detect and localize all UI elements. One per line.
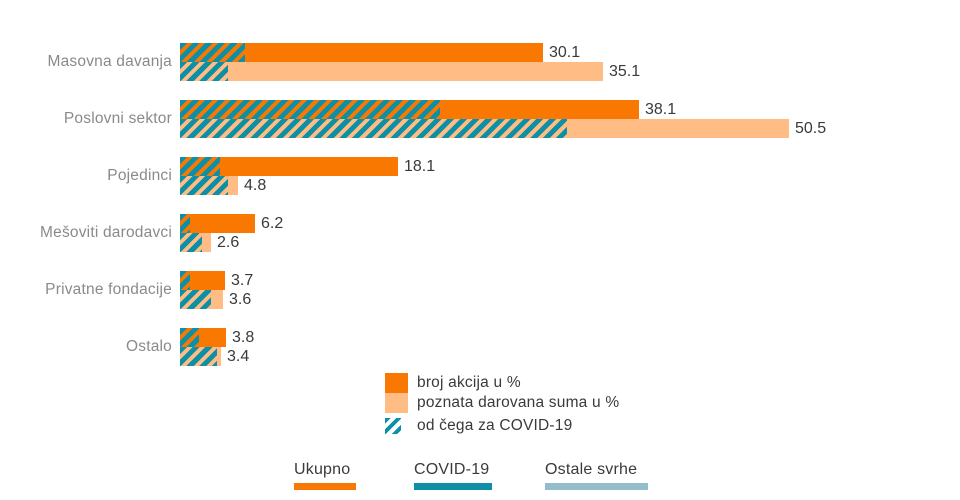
footer-legend-ostale-svrhe-underline	[545, 483, 648, 490]
category-label: Privatne fondacije	[45, 281, 172, 298]
value-label: 3.7	[231, 272, 254, 289]
bar-line: 3.6	[180, 290, 253, 309]
bar-line: 6.2	[180, 214, 283, 233]
bar-line: 35.1	[180, 62, 640, 81]
bar-broj-akcija	[180, 328, 226, 347]
legend-label-covid: od čega za COVID-19	[417, 417, 573, 434]
legend-item-akcije: broj akcija u %	[385, 373, 619, 393]
footer-legend-covid19[interactable]: COVID-19	[414, 461, 492, 490]
bar-line: 3.4	[180, 347, 254, 366]
bar-darovana-suma	[180, 233, 211, 252]
category-label: Mešoviti darodavci	[40, 224, 172, 241]
bar-broj-akcija	[180, 100, 639, 119]
bar-broj-akcija	[180, 157, 398, 176]
bar-group: 38.1 50.5	[180, 100, 826, 138]
legend-item-covid: od čega za COVID-19	[385, 417, 619, 435]
chart-legend: broj akcija u % poznata darovana suma u …	[385, 373, 619, 435]
bar-group: 18.1 4.8	[180, 157, 435, 195]
footer-legend-ukupno-label: Ukupno	[294, 461, 351, 478]
value-label: 18.1	[404, 158, 436, 175]
covid-hatch-segment	[180, 233, 202, 252]
category-label: Masovna davanja	[47, 53, 172, 70]
category-label: Pojedinci	[107, 167, 172, 184]
legend-swatch-akcije	[385, 373, 408, 393]
covid-hatch-segment	[180, 214, 190, 233]
covid-hatch-segment	[180, 119, 567, 138]
covid-hatch-segment	[180, 157, 220, 176]
bar-line: 3.7	[180, 271, 253, 290]
covid-hatch-segment	[180, 43, 245, 62]
bar-line: 4.8	[180, 176, 435, 195]
covid-hatch-segment	[180, 347, 217, 366]
value-label: 3.6	[229, 291, 252, 308]
covid-hatch-segment	[180, 62, 228, 81]
bar-line: 2.6	[180, 233, 283, 252]
value-label: 2.6	[217, 234, 240, 251]
chart-row: Ostalo 3.8 3.4	[0, 328, 960, 366]
bar-broj-akcija	[180, 43, 543, 62]
value-label: 3.4	[227, 348, 250, 365]
covid-hatch-segment	[180, 176, 228, 195]
legend-item-suma: poznata darovana suma u %	[385, 393, 619, 413]
value-label: 6.2	[261, 215, 284, 232]
value-label: 30.1	[549, 44, 581, 61]
chart-row: Pojedinci 18.1 4.8	[0, 157, 960, 195]
covid-hatch-segment	[180, 271, 190, 290]
category-label: Ostalo	[126, 338, 172, 355]
bar-line: 50.5	[180, 119, 826, 138]
value-label: 4.8	[244, 177, 267, 194]
legend-label-akcije: broj akcija u %	[417, 374, 521, 391]
bar-line: 18.1	[180, 157, 435, 176]
bar-group: 3.7 3.6	[180, 271, 253, 309]
chart-row: Poslovni sektor 38.1 50.5	[0, 100, 960, 138]
bar-group: 6.2 2.6	[180, 214, 283, 252]
bar-group: 30.1 35.1	[180, 43, 640, 81]
legend-swatch-suma	[385, 393, 408, 413]
footer-legend: Ukupno COVID-19 Ostale svrhe	[0, 461, 960, 495]
bar-line: 38.1	[180, 100, 826, 119]
bar-darovana-suma	[180, 347, 221, 366]
bar-darovana-suma	[180, 290, 223, 309]
chart-row: Masovna davanja 30.1 35.1	[0, 43, 960, 81]
footer-legend-covid19-underline	[414, 483, 492, 490]
footer-legend-ukupno[interactable]: Ukupno	[294, 461, 356, 490]
value-label: 35.1	[609, 63, 641, 80]
footer-legend-ukupno-underline	[294, 483, 356, 490]
footer-legend-ostale-svrhe-label: Ostale svrhe	[545, 461, 638, 478]
covid-hatch-segment	[180, 290, 211, 309]
footer-legend-ostale-svrhe[interactable]: Ostale svrhe	[545, 461, 648, 490]
bar-group: 3.8 3.4	[180, 328, 254, 366]
chart-row: Privatne fondacije 3.7 3.6	[0, 271, 960, 309]
bar-darovana-suma	[180, 119, 789, 138]
covid-hatch-segment	[180, 328, 199, 347]
legend-swatch-covid-hatch	[385, 418, 401, 434]
bar-line: 3.8	[180, 328, 254, 347]
value-label: 50.5	[795, 120, 827, 137]
value-label: 38.1	[645, 101, 677, 118]
bar-broj-akcija	[180, 214, 255, 233]
chart-row: Mešoviti darodavci 6.2 2.6	[0, 214, 960, 252]
value-label: 3.8	[232, 329, 255, 346]
bar-darovana-suma	[180, 176, 238, 195]
bar-broj-akcija	[180, 271, 225, 290]
footer-legend-covid19-label: COVID-19	[414, 461, 490, 478]
bar-darovana-suma	[180, 62, 603, 81]
category-label: Poslovni sektor	[63, 110, 172, 127]
legend-label-suma: poznata darovana suma u %	[417, 394, 620, 411]
bar-line: 30.1	[180, 43, 640, 62]
covid-hatch-segment	[180, 100, 440, 119]
